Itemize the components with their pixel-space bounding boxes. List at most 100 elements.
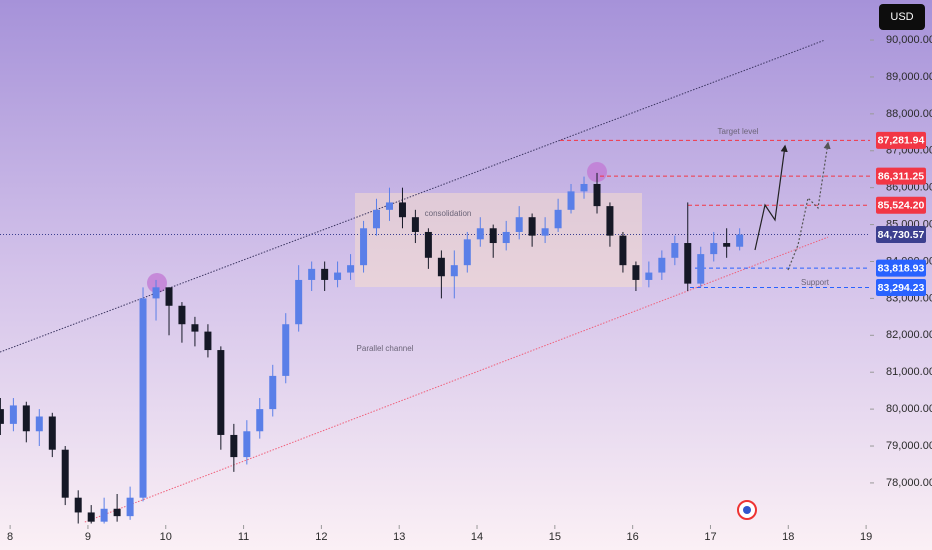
candle-body	[372, 209, 380, 229]
projection-arrow	[754, 144, 788, 251]
y-tick-label: 89,000.00	[886, 71, 932, 83]
x-tick-label: 17	[704, 531, 716, 543]
y-tick-label: 90,000.00	[886, 34, 932, 46]
candle-body	[178, 305, 186, 325]
candle-body	[74, 497, 82, 513]
candle-body	[22, 405, 30, 432]
highlight-circle	[587, 162, 607, 182]
candle-body	[645, 272, 653, 280]
candle-body	[593, 183, 601, 207]
candle-body	[658, 257, 666, 273]
y-tick-label: 82,000.00	[886, 329, 932, 341]
candle-body	[632, 265, 640, 280]
candle-body	[684, 243, 692, 284]
candle-body	[541, 228, 549, 236]
annotation: Target level	[718, 127, 759, 136]
candle-body	[398, 202, 406, 218]
candle-body	[463, 239, 471, 266]
logo-icon	[743, 506, 751, 514]
price-level-label: 84,730.57	[878, 229, 925, 241]
consolidation-zone	[355, 193, 642, 287]
price-level-label: 83,294.23	[878, 282, 925, 294]
candle-body	[0, 409, 4, 424]
candle-body	[243, 431, 251, 458]
candle-body	[502, 231, 510, 244]
projection-arrow	[787, 141, 831, 271]
x-tick-label: 12	[315, 531, 327, 543]
price-level-label: 85,524.20	[878, 200, 925, 212]
price-level-box	[876, 196, 926, 214]
y-tick-label: 88,000.00	[886, 108, 932, 120]
x-tick-label: 9	[85, 531, 91, 543]
price-level-box	[876, 226, 926, 244]
candle-body	[347, 265, 355, 273]
x-tick-label: 11	[238, 531, 249, 543]
candle-body	[35, 416, 43, 432]
x-tick-label: 8	[7, 531, 13, 543]
trendline	[84, 236, 829, 523]
candle-body	[710, 243, 718, 255]
candle-body	[100, 508, 108, 522]
candle-body	[567, 191, 575, 210]
candle-body	[385, 202, 393, 210]
candle-body	[619, 235, 627, 266]
candle-body	[736, 234, 744, 247]
candle-body	[528, 217, 536, 236]
candle-body	[165, 287, 173, 306]
x-tick-label: 16	[627, 531, 639, 543]
price-level-box	[876, 167, 926, 185]
y-tick-label: 78,000.00	[886, 477, 932, 489]
candle-body	[489, 228, 497, 244]
currency-label[interactable]: USD	[890, 11, 913, 23]
candle-body	[204, 331, 212, 351]
candle-body	[554, 209, 562, 229]
candle-body	[256, 409, 264, 432]
y-tick-label: 80,000.00	[886, 403, 932, 415]
candle-body	[360, 228, 368, 266]
currency-button[interactable]	[879, 4, 925, 30]
candle-body	[723, 243, 731, 247]
annotation: consolidation	[425, 209, 472, 218]
x-tick-label: 13	[393, 531, 405, 543]
price-level-label: 83,818.93	[878, 262, 925, 274]
x-tick-label: 18	[782, 531, 794, 543]
candle-body	[152, 287, 160, 299]
candle-body	[9, 405, 17, 424]
candle-body	[437, 257, 445, 277]
candle-body	[308, 268, 316, 280]
price-level-label: 87,281.94	[878, 135, 925, 147]
price-level-box	[876, 131, 926, 149]
candle-body	[61, 449, 69, 498]
candle-body	[321, 268, 329, 280]
candle-body	[580, 183, 588, 192]
x-tick-label: 15	[549, 531, 561, 543]
candle-body	[697, 254, 705, 284]
candle-body	[87, 512, 95, 522]
price-level-box	[876, 259, 926, 277]
candle-body	[48, 416, 56, 450]
y-tick-label: 79,000.00	[886, 440, 932, 452]
price-level-box	[876, 279, 926, 297]
y-tick-label: 81,000.00	[886, 366, 932, 378]
candle-body	[295, 279, 303, 325]
price-level-label: 86,311.25	[878, 170, 924, 182]
candle-body	[230, 434, 238, 458]
candle-body	[671, 243, 679, 258]
candle-body	[515, 217, 523, 232]
candle-body	[424, 231, 432, 258]
x-tick-label: 14	[471, 531, 483, 543]
candle-body	[476, 228, 484, 240]
x-tick-label: 19	[860, 531, 872, 543]
annotation: Parallel channel	[357, 344, 414, 353]
candle-body	[334, 272, 342, 280]
candle-body	[113, 508, 121, 517]
highlight-circle	[147, 273, 167, 293]
candle-body	[126, 497, 134, 517]
candle-body	[450, 265, 458, 277]
x-tick-label: 10	[160, 531, 172, 543]
candle-body	[606, 206, 614, 236]
plot	[0, 39, 870, 524]
candle-body	[269, 375, 277, 410]
